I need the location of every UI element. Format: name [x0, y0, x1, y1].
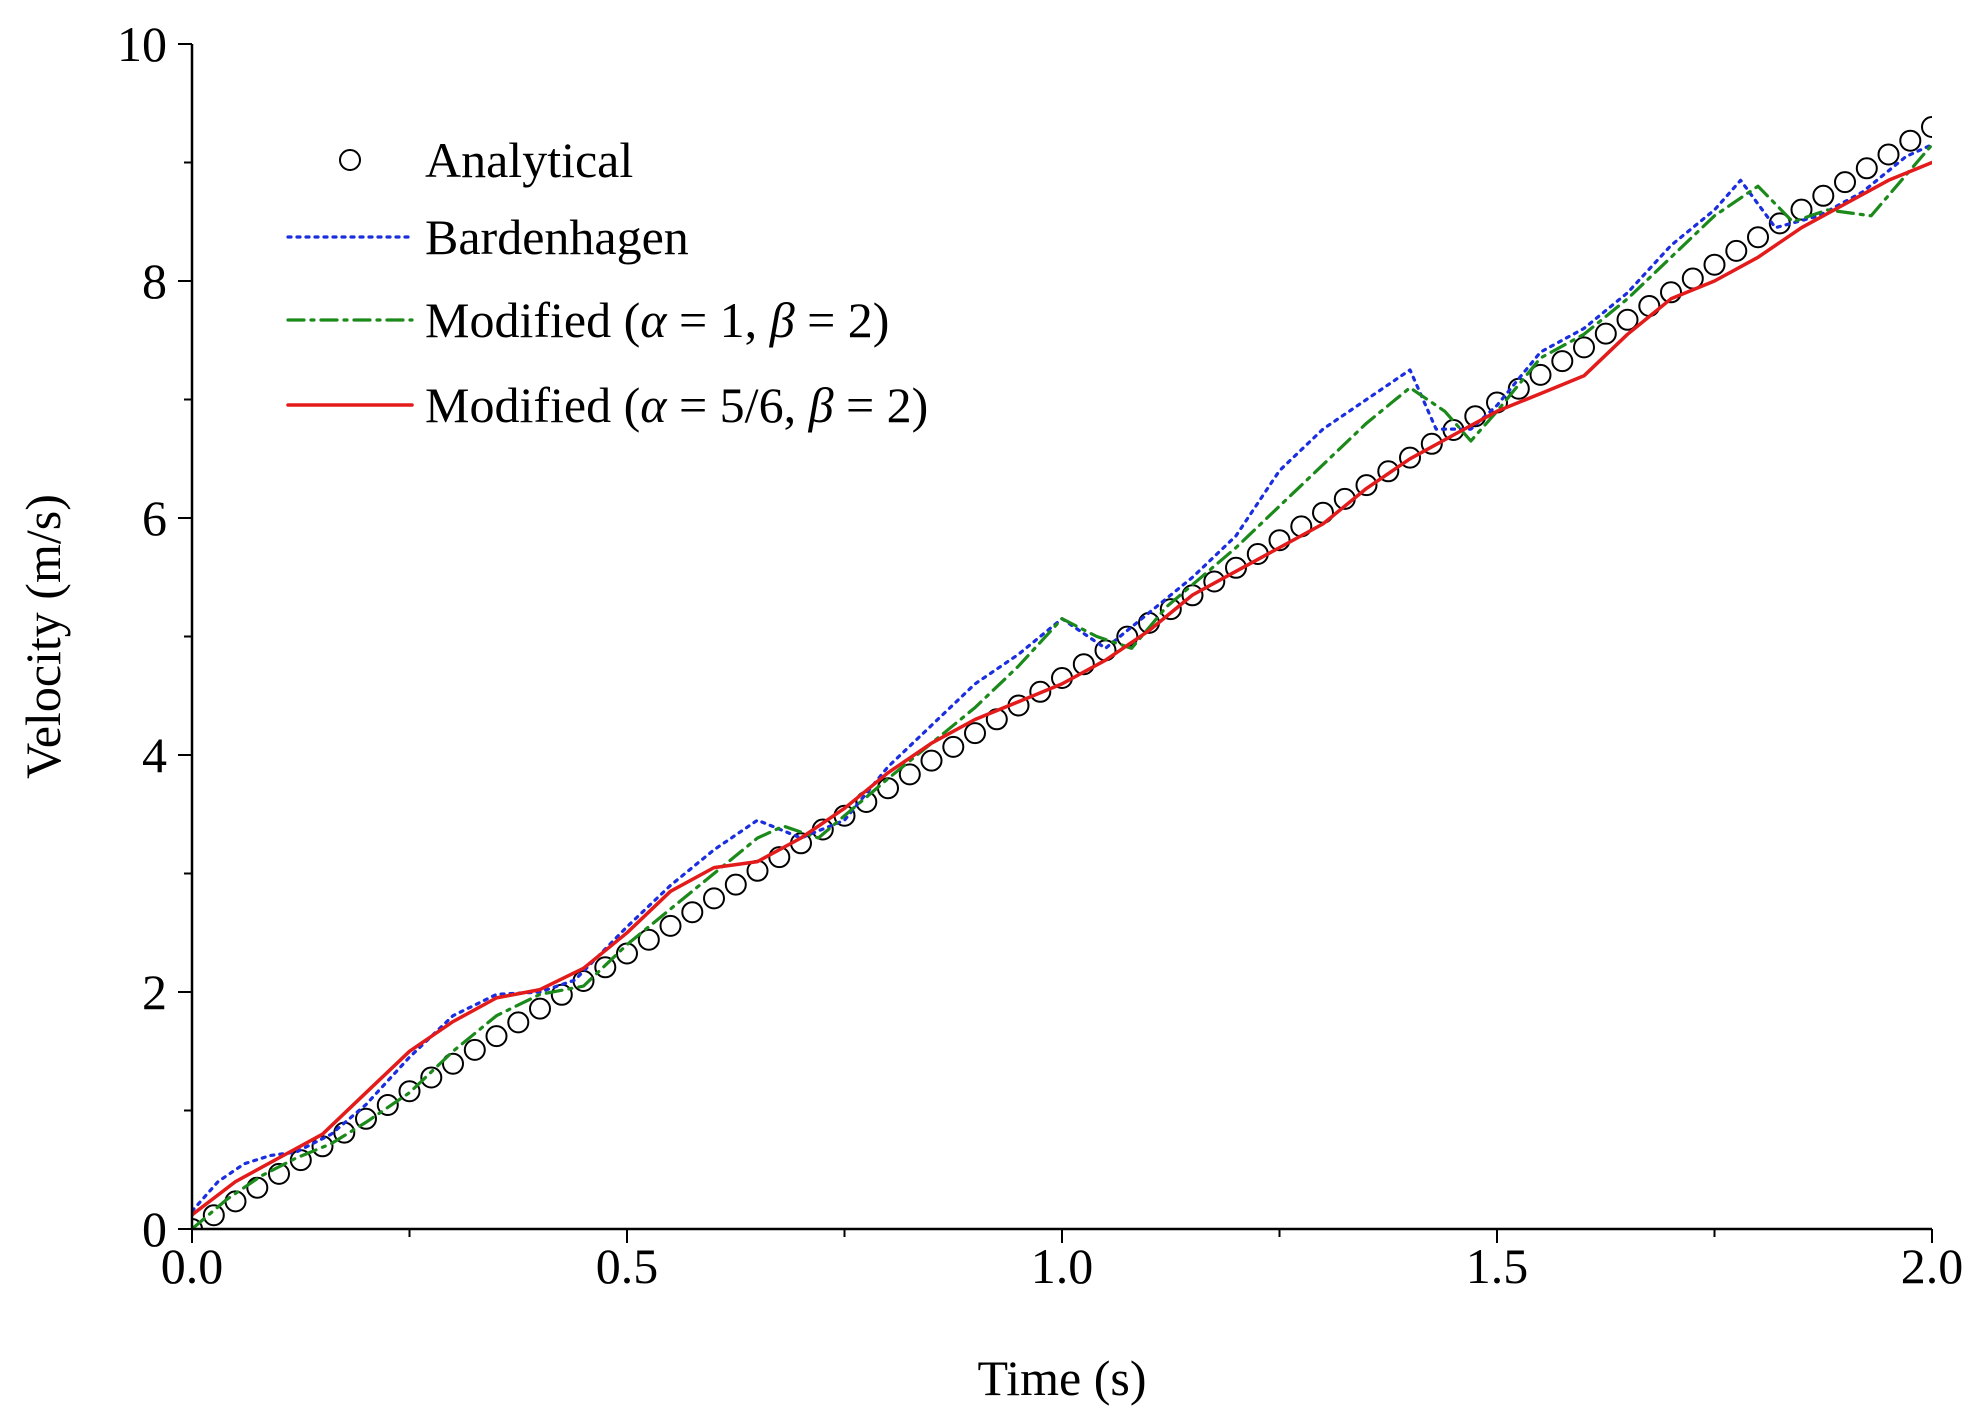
analytical-point — [507, 1011, 530, 1034]
analytical-point — [398, 1080, 421, 1103]
analytical-point — [942, 735, 965, 758]
y-tick-label: 10 — [117, 16, 167, 72]
analytical-point — [1420, 432, 1443, 455]
analytical-point — [1377, 460, 1400, 483]
analytical-point — [1921, 116, 1932, 138]
y-tick-label: 0 — [142, 1201, 167, 1257]
analytical-point — [311, 1135, 334, 1158]
analytical-point — [1899, 129, 1922, 152]
legend-label: Modified (α = 5/6, β = 2) — [425, 377, 928, 433]
analytical-point — [1616, 308, 1639, 331]
x-tick-label: 1.5 — [1466, 1238, 1529, 1294]
analytical-point — [1159, 598, 1182, 621]
analytical-point — [1507, 377, 1530, 400]
analytical-point — [202, 1204, 225, 1227]
analytical-point — [877, 777, 899, 800]
analytical-point — [1812, 184, 1835, 207]
series-analytical — [192, 116, 1932, 1229]
analytical-point — [1747, 226, 1769, 249]
legend-marker-circle — [339, 149, 361, 171]
analytical-point — [1399, 446, 1421, 469]
legend-item-3: Modified (α = 5/6, β = 2) — [286, 377, 928, 433]
analytical-point — [420, 1066, 443, 1089]
legend-label: Analytical — [425, 132, 633, 188]
legend-item-1: Bardenhagen — [286, 209, 689, 265]
y-tick-label: 6 — [142, 490, 167, 546]
analytical-point — [1725, 239, 1748, 262]
legend-label: Modified (α = 1, β = 2) — [425, 292, 889, 348]
analytical-point — [616, 942, 638, 965]
analytical-point — [964, 722, 986, 745]
analytical-point — [1072, 653, 1095, 676]
y-tick-label: 8 — [142, 253, 167, 309]
analytical-point — [1790, 198, 1813, 221]
x-tick-label: 0.5 — [596, 1238, 659, 1294]
analytical-point — [659, 914, 682, 937]
analytical-point — [355, 1107, 377, 1130]
analytical-point — [1551, 350, 1574, 373]
analytical-point — [1355, 474, 1378, 497]
analytical-point — [485, 1025, 508, 1048]
analytical-point — [1855, 157, 1878, 180]
series-line-3 — [192, 160, 1932, 1217]
analytical-point — [898, 763, 921, 786]
x-tick-label: 0.0 — [161, 1238, 224, 1294]
analytical-point — [1877, 143, 1900, 166]
analytical-point — [594, 956, 617, 979]
analytical-point — [463, 1038, 486, 1061]
analytical-point — [1203, 570, 1226, 593]
analytical-point — [920, 749, 943, 772]
x-tick-label: 2.0 — [1901, 1238, 1964, 1294]
y-axis-title: Velocity (m/s) — [15, 494, 71, 779]
x-tick-label: 1.0 — [1031, 1238, 1094, 1294]
analytical-point — [1660, 281, 1682, 304]
analytical-point — [246, 1176, 269, 1199]
analytical-point — [1529, 363, 1552, 386]
analytical-point — [724, 873, 747, 896]
analytical-point — [268, 1162, 290, 1185]
analytical-point — [637, 928, 660, 951]
analytical-point — [1594, 322, 1617, 345]
analytical-point — [681, 901, 704, 924]
y-tick-label: 4 — [142, 727, 167, 783]
series-line-2 — [192, 143, 1932, 1229]
legend-item-2: Modified (α = 1, β = 2) — [286, 292, 889, 348]
analytical-point — [1834, 171, 1856, 194]
x-axis-title: Time (s) — [977, 1350, 1146, 1406]
analytical-point — [376, 1094, 399, 1116]
y-tick-label: 2 — [142, 964, 167, 1020]
analytical-point — [1029, 680, 1052, 703]
analytical-point — [529, 997, 551, 1020]
legend-label: Bardenhagen — [425, 209, 689, 265]
legend-item-0: Analytical — [339, 132, 633, 188]
analytical-point — [703, 887, 725, 910]
analytical-point — [1703, 253, 1726, 276]
analytical-point — [442, 1052, 464, 1075]
analytical-point — [1573, 336, 1595, 359]
